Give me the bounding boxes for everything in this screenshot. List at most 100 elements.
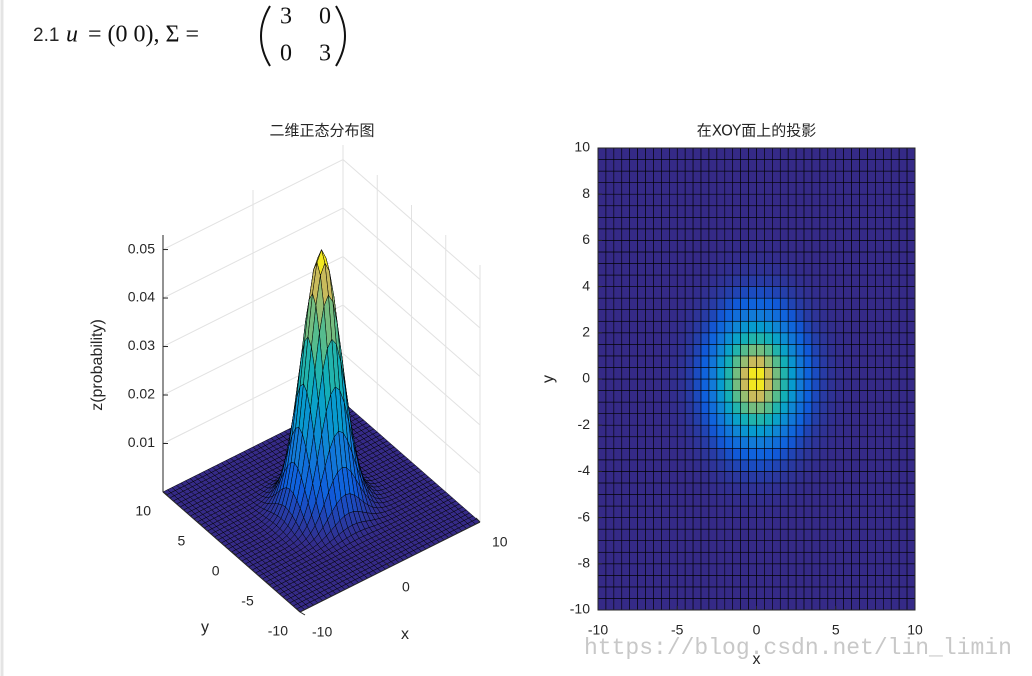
heatmap-cell	[827, 528, 837, 542]
heatmap-cell	[787, 528, 797, 542]
heatmap-cell	[613, 471, 623, 484]
heatmap-cell	[867, 540, 876, 553]
heatmap-cell	[653, 551, 662, 565]
heatmap-cell	[700, 424, 710, 438]
heatmap-cell	[748, 471, 757, 484]
heatmap-cell	[621, 297, 631, 310]
heatmap-cell	[890, 159, 900, 172]
heatmap-cell	[708, 297, 718, 310]
heatmap-cell	[882, 563, 892, 576]
heatmap-cell	[676, 274, 686, 287]
heatmap-cell	[772, 424, 781, 438]
heatmap-cell	[764, 436, 773, 449]
heatmap-cell	[724, 401, 734, 414]
heatmap-cell	[716, 182, 726, 195]
heatmap-cell	[732, 332, 741, 345]
heatmap-cell	[613, 193, 623, 207]
heatmap-cell	[803, 182, 813, 195]
heatmap-cell	[843, 551, 852, 565]
heatmap-cell	[629, 540, 638, 553]
heatmap-cell	[645, 217, 654, 230]
heatmap-cell	[684, 286, 694, 299]
heatmap-cell	[811, 447, 821, 461]
heatmap-cell	[740, 540, 749, 553]
heatmap-cell	[851, 586, 860, 599]
heatmap-cell	[724, 332, 734, 345]
heatmap-cell	[684, 332, 694, 345]
heatmap-cell	[898, 367, 908, 380]
heatmap-cell	[605, 274, 615, 287]
heatmap-cell	[779, 159, 789, 172]
heatmap-cell	[787, 367, 797, 380]
heatmap-cell	[787, 159, 797, 172]
heatmap-cell	[764, 297, 773, 310]
heatmap-cell	[629, 320, 638, 334]
heatmap-cell	[851, 459, 860, 472]
heatmap-cell	[684, 447, 694, 461]
y-tick-label: -4	[578, 462, 591, 478]
heatmap-cell	[819, 344, 829, 357]
heatmap-cell	[740, 505, 749, 518]
heatmap-cell	[756, 401, 765, 414]
heatmap-cell	[669, 413, 678, 426]
heatmap-cell	[898, 159, 908, 172]
heatmap-cell	[835, 309, 844, 322]
heatmap-cell	[819, 551, 829, 565]
heatmap-cell	[811, 471, 821, 484]
heatmap-cell	[605, 205, 615, 218]
heatmap-cell	[653, 540, 662, 553]
heatmap-cell	[684, 482, 694, 495]
heatmap-cell	[748, 517, 757, 530]
heatmap-cell	[621, 320, 631, 334]
heatmap-cell	[645, 424, 654, 438]
heatmap-cell	[637, 494, 646, 507]
heatmap-cell	[637, 447, 646, 461]
heatmap-cell	[787, 205, 797, 218]
heatmap-cell	[676, 320, 686, 334]
heatmap-cell	[906, 297, 916, 310]
heatmap-cell	[764, 528, 773, 542]
heatmap-cell	[890, 367, 900, 380]
heatmap-cell	[637, 598, 646, 611]
heatmap-cell	[605, 320, 615, 334]
heatmap-cell	[756, 586, 765, 599]
heatmap-cell	[669, 205, 678, 218]
heatmap-cell	[779, 586, 789, 599]
heatmap-cell	[605, 517, 615, 530]
heatmap-cell	[867, 575, 876, 588]
heatmap-cell	[621, 217, 631, 230]
heatmap-cell	[859, 159, 868, 172]
heatmap-cell	[867, 286, 876, 299]
heatmap-cell	[613, 378, 623, 391]
heatmap-cell	[803, 563, 813, 576]
heatmap-cell	[787, 494, 797, 507]
heatmap-cell	[661, 251, 670, 264]
heatmap-cell	[898, 182, 908, 195]
heatmap-cell	[653, 459, 662, 472]
heatmap-cell	[661, 240, 670, 253]
heatmap-cell	[645, 320, 654, 334]
heatmap-cell	[882, 436, 892, 449]
heatmap-cell	[890, 575, 900, 588]
heatmap-cell	[835, 540, 844, 553]
heatmap-cell	[835, 182, 844, 195]
heatmap-cell	[772, 286, 781, 299]
heatmap-cell	[787, 436, 797, 449]
heatmap-cell	[653, 575, 662, 588]
heatmap-cell	[748, 193, 757, 207]
heatmap-cell	[716, 563, 726, 576]
heatmap-cell	[676, 563, 686, 576]
heatmap-cell	[795, 367, 805, 380]
heatmap-cell	[859, 355, 868, 368]
y-tick-label: -10	[570, 601, 590, 617]
heatmap-cell	[835, 586, 844, 599]
heatmap-cell	[851, 170, 860, 183]
heatmap-cell	[875, 320, 884, 334]
heatmap-cell	[859, 563, 868, 576]
heatmap-cell	[669, 436, 678, 449]
heatmap-cell	[875, 228, 884, 241]
heatmap-cell	[740, 217, 749, 230]
heatmap-cell	[716, 436, 726, 449]
heatmap-cell	[756, 320, 765, 334]
heatmap-cell	[629, 471, 638, 484]
